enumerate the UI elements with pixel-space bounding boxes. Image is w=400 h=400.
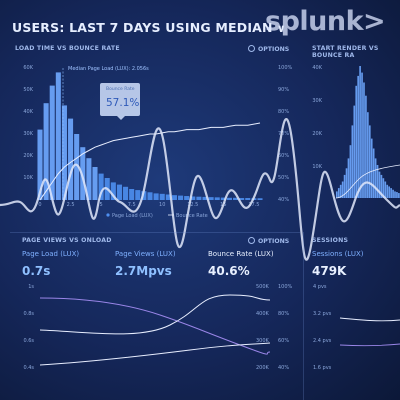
pv-y2a-tick: 300K [256, 338, 270, 344]
pv-y2b-tick: 100% [278, 284, 293, 290]
panel-vdivider [303, 232, 304, 400]
sessions-panel-title: SESSIONS [312, 237, 349, 244]
chevron-down-icon[interactable]: ∨ [276, 22, 286, 35]
tooltip-label: Bounce Rate [106, 87, 135, 92]
load-options-label: OPTIONS [258, 46, 290, 53]
sessions-y-tick: 4 pvs [313, 284, 327, 290]
sessions-y-tick: 2.4 pvs [313, 338, 332, 344]
start-y-tick: 40K [312, 65, 322, 71]
start-y-tick: 30K [312, 98, 322, 104]
gear-icon [248, 237, 255, 244]
load-panel-title: LOAD TIME VS BOUNCE RATE [15, 45, 120, 52]
metric-page-views-label: Page Views (LUX) [115, 250, 176, 258]
metric-page-views-value: 2.7Mpvs [115, 264, 172, 278]
sessions-line-2 [339, 343, 400, 347]
metric-page-load-value: 0.7s [22, 264, 51, 278]
pv-white-line-2 [39, 342, 271, 366]
metric-sessions-label: Sessions (LUX) [312, 250, 364, 258]
pv-white-line [39, 294, 271, 335]
pv-y2a-tick: 500K [256, 284, 270, 290]
pv-y2a-tick: 400K [256, 311, 270, 317]
page-title-text: USERS: LAST 7 DAYS USING MEDIAN [12, 20, 273, 35]
sessions-line [339, 317, 400, 322]
metric-bounce-label: Bounce Rate (LUX) [208, 250, 274, 258]
load-y-tick: 50K [23, 87, 33, 93]
metric-page-load-label: Page Load (LUX) [22, 250, 80, 258]
bounce-tooltip: Bounce Rate 57.1% [100, 83, 140, 120]
metric-bounce-value: 40.6% [208, 264, 250, 278]
tooltip-value: 57.1% [106, 97, 140, 109]
load-y-tick: 60K [23, 65, 33, 71]
splunk-logo: splunk> [265, 6, 386, 37]
metric-sessions-value: 479K [312, 264, 347, 278]
pv-purple-line [39, 297, 271, 355]
pv-options-button[interactable]: OPTIONS [248, 237, 289, 245]
pv-y-tick: 1s [28, 284, 34, 290]
panel-divider [10, 232, 300, 233]
load-options-button[interactable]: OPTIONS [248, 45, 289, 53]
median-label: Median Page Load (LUX): 2.056s [68, 66, 149, 72]
load-y2-tick: 100% [278, 65, 293, 71]
pv-y-tick: 0.4s [23, 365, 34, 371]
pv-y2b-tick: 80% [278, 311, 289, 317]
page-title[interactable]: USERS: LAST 7 DAYS USING MEDIAN ∨ [12, 20, 286, 35]
pv-panel-title: PAGE VIEWS VS ONLOAD [22, 237, 112, 244]
start-panel-title: START RENDER VS BOUNCE RA [312, 45, 379, 59]
sessions-y-tick: 3.2 pvs [313, 311, 332, 317]
pv-y2b-tick: 60% [278, 338, 289, 344]
pv-y-tick: 0.6s [23, 338, 34, 344]
load-y-tick: 40K [23, 109, 33, 115]
load-y2-tick: 90% [278, 87, 289, 93]
pv-y-tick: 0.8s [23, 311, 34, 317]
pv-y2b-tick: 40% [278, 365, 289, 371]
sessions-y-tick: 1.6 pvs [313, 365, 332, 371]
load-y2-tick: 80% [278, 109, 289, 115]
gear-icon [248, 45, 255, 52]
pv-options-label: OPTIONS [258, 238, 290, 245]
pv-y2a-tick: 200K [256, 365, 270, 371]
